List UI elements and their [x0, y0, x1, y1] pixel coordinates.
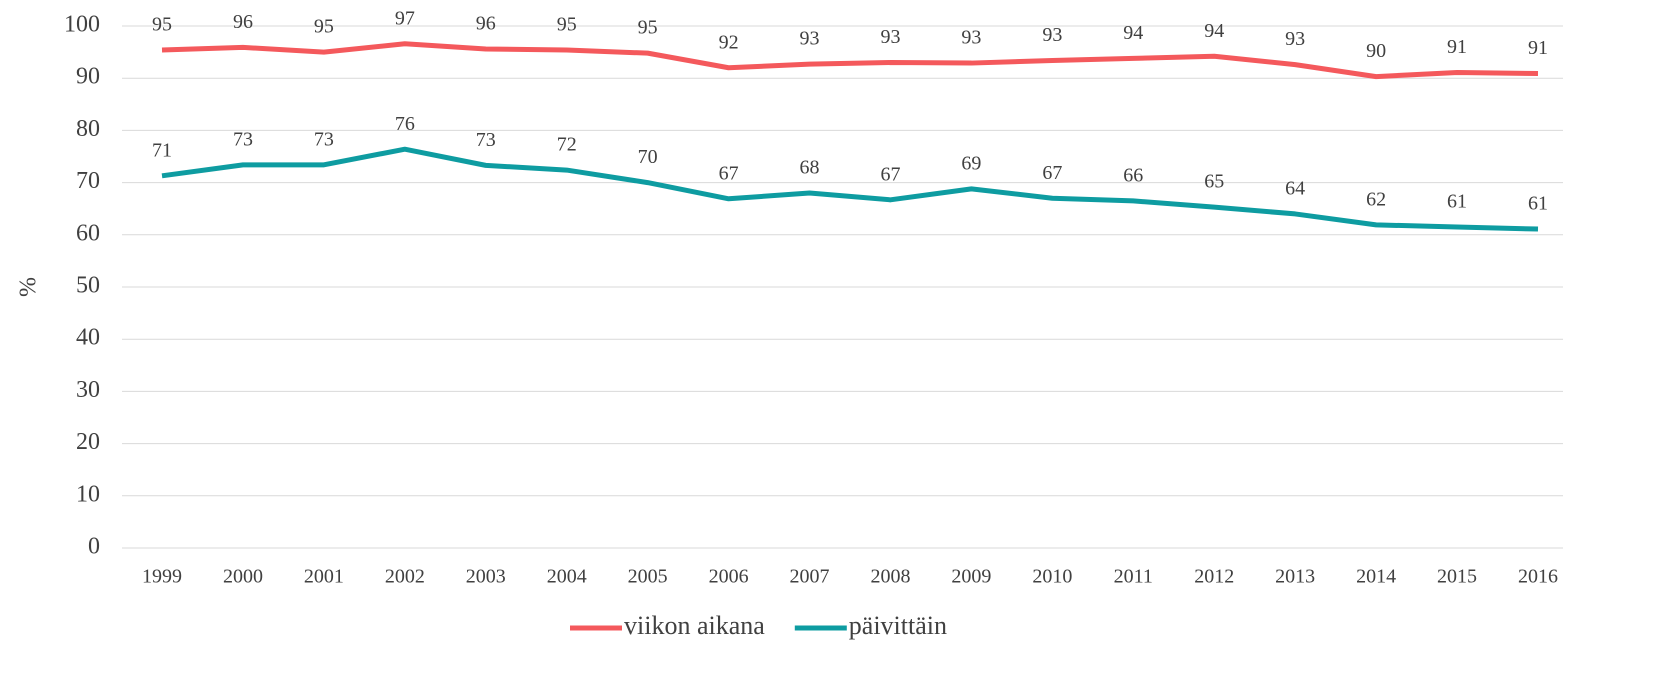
y-tick-label: 30 — [76, 377, 100, 403]
x-tick-label: 2008 — [870, 566, 910, 588]
data-label: 61 — [1447, 191, 1467, 213]
y-tick-label: 80 — [76, 116, 100, 142]
y-tick-label: 20 — [76, 429, 100, 455]
data-label: 73 — [314, 128, 334, 150]
x-tick-label: 2007 — [790, 566, 830, 588]
data-label: 64 — [1285, 178, 1305, 200]
x-tick-label: 2005 — [628, 566, 668, 588]
y-tick-label: 10 — [76, 481, 100, 507]
x-tick-label: 2000 — [223, 566, 263, 588]
x-tick-label: 2013 — [1275, 566, 1315, 588]
legend-label: viikon aikana — [624, 611, 765, 640]
data-label: 70 — [638, 146, 658, 168]
x-tick-label: 2001 — [304, 566, 344, 588]
y-tick-label: 60 — [76, 220, 100, 246]
line-series — [161, 146, 1539, 232]
x-tick-label: 2002 — [385, 566, 425, 588]
data-label: 68 — [800, 157, 820, 179]
data-label: 69 — [961, 152, 981, 174]
data-label: 95 — [152, 14, 172, 36]
data-label: 94 — [1204, 20, 1224, 42]
data-label: 90 — [1366, 40, 1386, 62]
data-label: 73 — [476, 129, 496, 151]
data-label: 96 — [476, 13, 496, 35]
x-tick-label: 2010 — [1032, 566, 1072, 588]
legend-label: päivittäin — [849, 611, 947, 640]
data-label: 94 — [1123, 22, 1143, 44]
y-tick-label: 0 — [88, 534, 100, 560]
data-label: 71 — [152, 139, 172, 161]
data-label: 93 — [961, 27, 981, 49]
data-label: 91 — [1447, 36, 1467, 58]
y-tick-label: 50 — [76, 273, 100, 299]
data-label: 93 — [1285, 28, 1305, 50]
data-label: 62 — [1366, 188, 1386, 210]
x-tick-label: 2012 — [1194, 566, 1234, 588]
data-label: 67 — [719, 162, 739, 184]
data-label: 93 — [800, 28, 820, 50]
data-label: 76 — [395, 113, 415, 135]
x-tick-label: 2011 — [1114, 566, 1153, 588]
x-tick-label: 2016 — [1518, 566, 1558, 588]
data-label: 93 — [880, 26, 900, 48]
x-tick-label: 2006 — [709, 566, 749, 588]
x-tick-label: 2015 — [1437, 566, 1477, 588]
y-axis-label: % — [16, 277, 42, 297]
data-label: 72 — [557, 134, 577, 156]
data-label: 93 — [1042, 24, 1062, 46]
data-label: 65 — [1204, 171, 1224, 193]
data-label: 67 — [1042, 162, 1062, 184]
line-series — [161, 41, 1539, 80]
data-label: 96 — [233, 11, 253, 33]
x-tick-label: 2014 — [1356, 566, 1396, 588]
data-label: 97 — [395, 7, 415, 29]
data-label: 95 — [638, 17, 658, 39]
y-tick-label: 40 — [76, 325, 100, 351]
data-label: 92 — [719, 31, 739, 53]
data-label: 73 — [233, 128, 253, 150]
y-tick-label: 100 — [64, 12, 100, 38]
x-tick-label: 2009 — [951, 566, 991, 588]
data-label: 66 — [1123, 164, 1143, 186]
x-tick-label: 1999 — [142, 566, 182, 588]
x-tick-label: 2003 — [466, 566, 506, 588]
y-tick-label: 70 — [76, 168, 100, 194]
x-tick-label: 2004 — [547, 566, 587, 588]
data-label: 67 — [880, 163, 900, 185]
y-tick-label: 90 — [76, 64, 100, 90]
data-label: 61 — [1528, 193, 1548, 215]
data-label: 95 — [557, 14, 577, 36]
data-label: 95 — [314, 16, 334, 38]
data-label: 91 — [1528, 37, 1548, 59]
